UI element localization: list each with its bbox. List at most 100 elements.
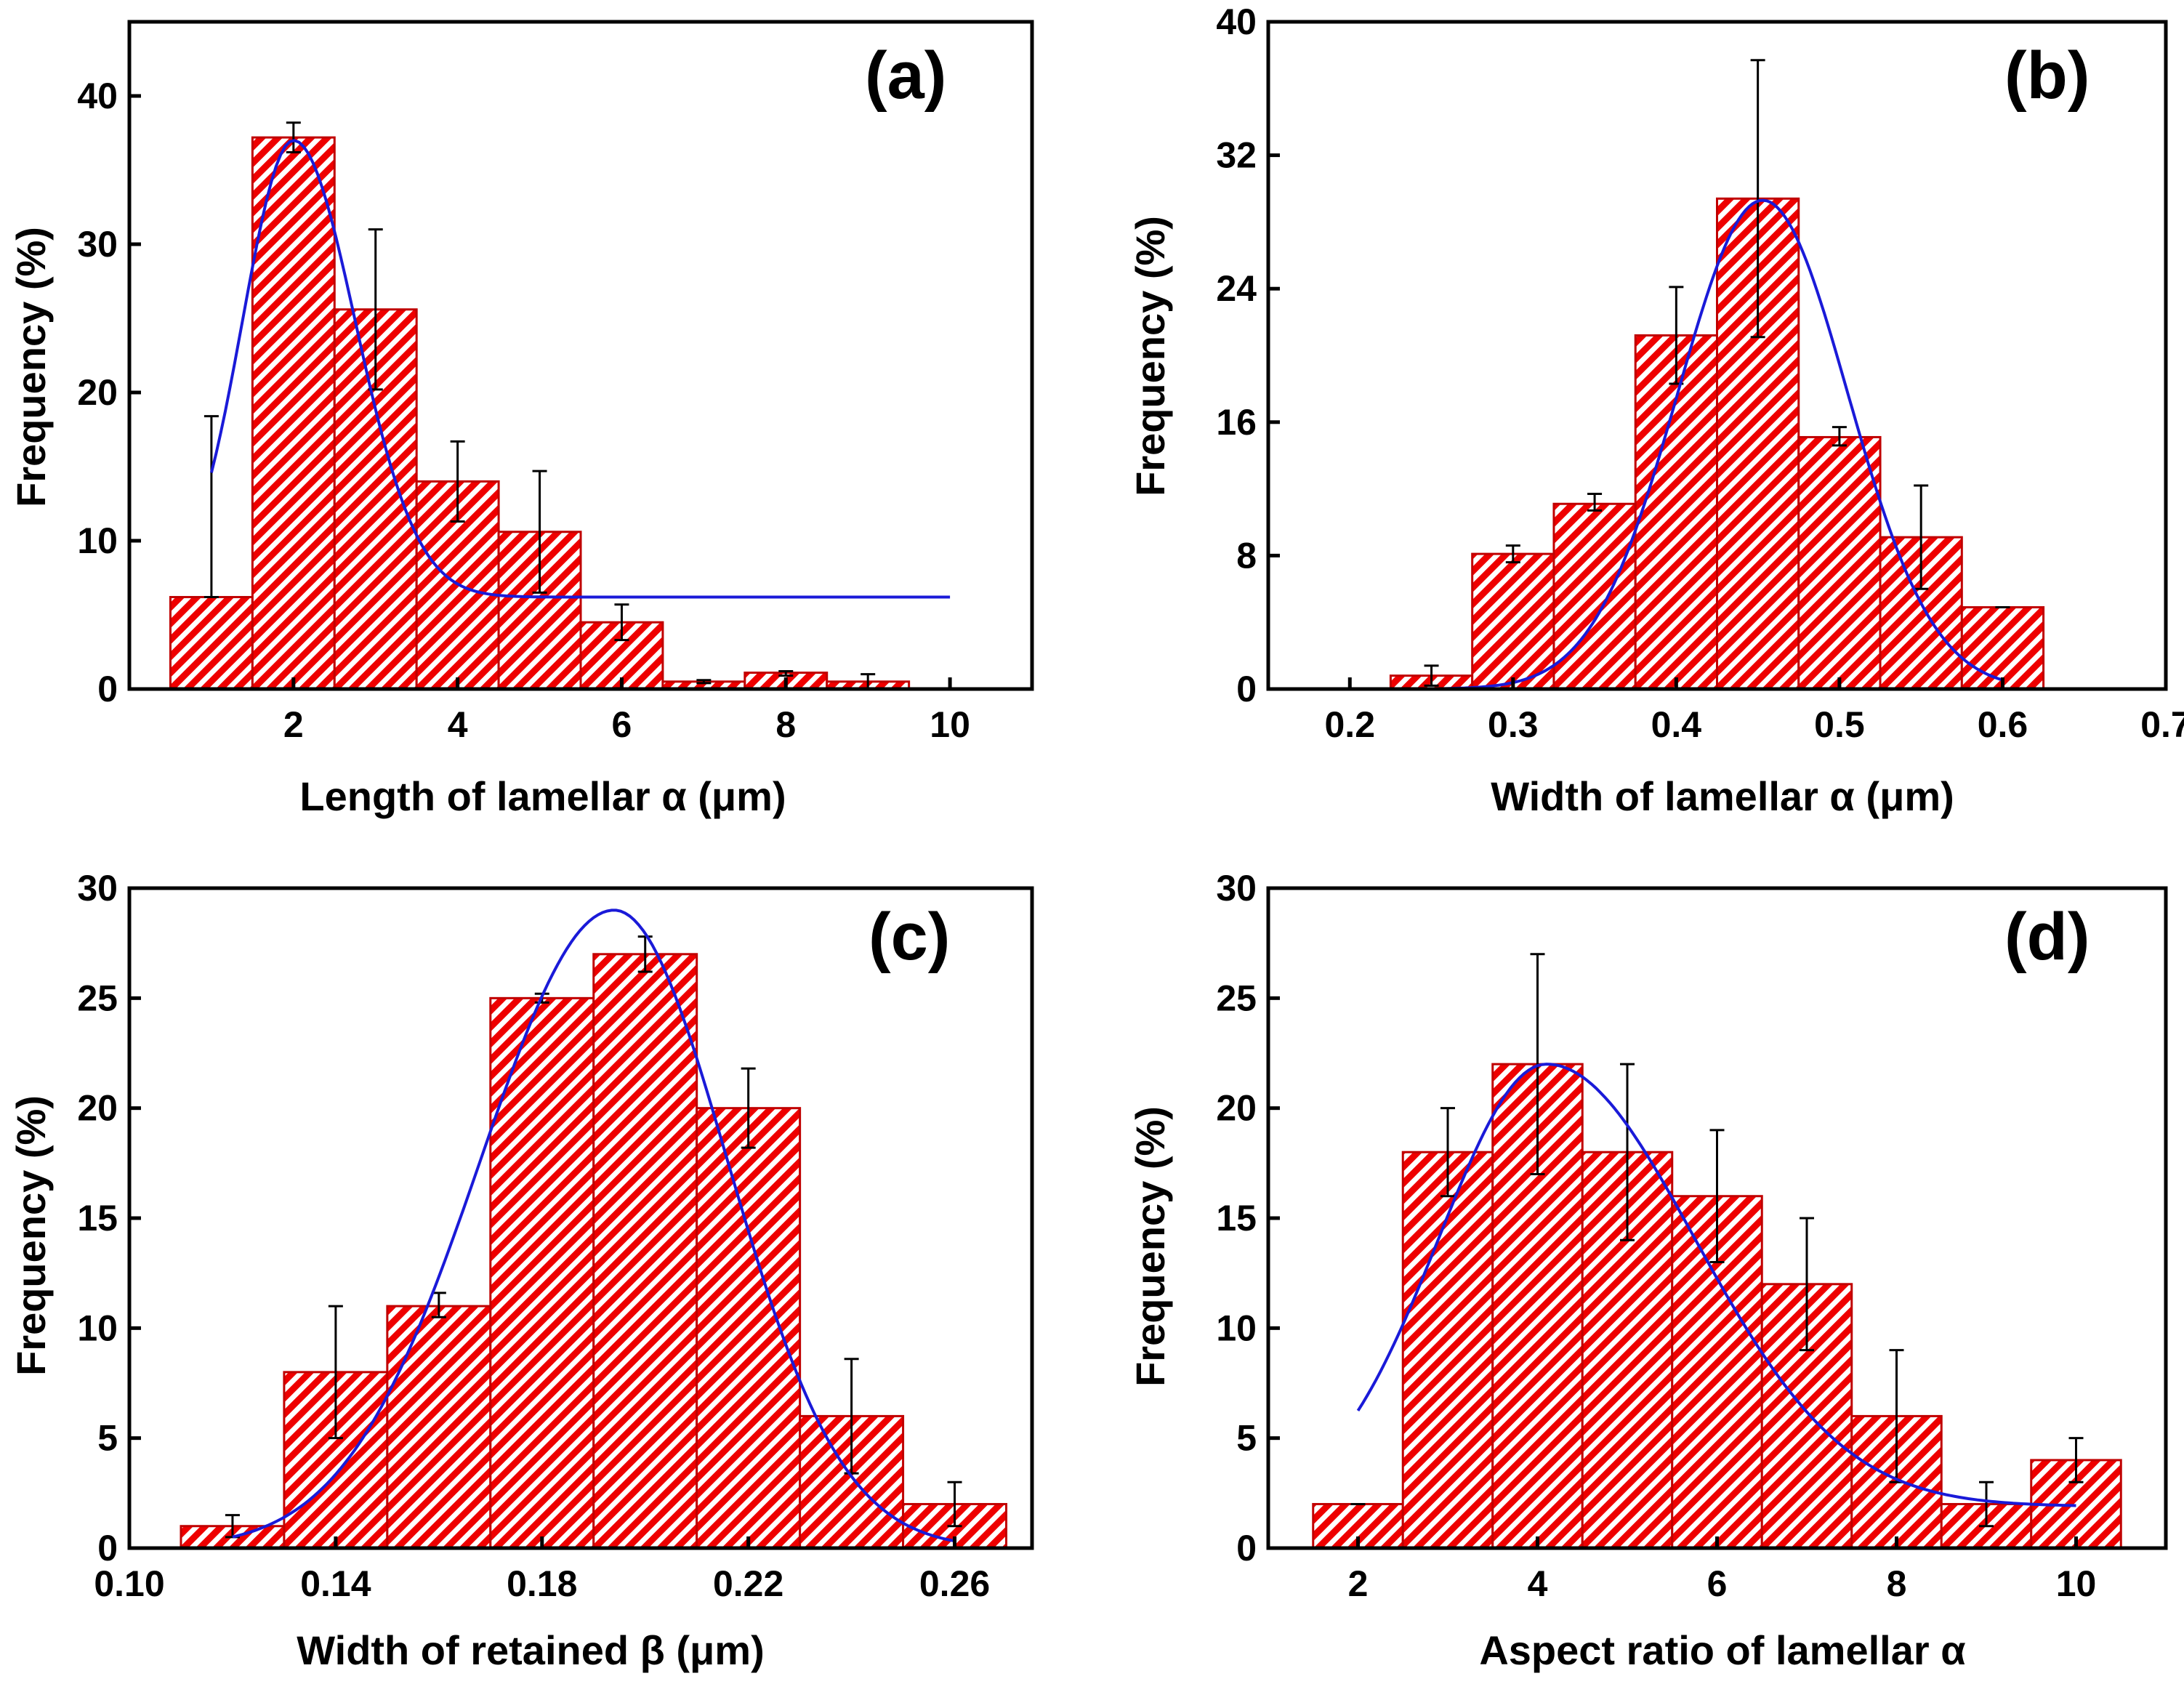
panel-a-x-tick-label: 8 xyxy=(775,704,796,745)
panel-d-y-tick-label: 25 xyxy=(1216,978,1257,1018)
panel-a-error-bar-6 xyxy=(614,603,629,642)
panel-b-bar-6 xyxy=(1797,435,1882,690)
panel-b-y-tick-label: 24 xyxy=(1216,268,1257,309)
panel-d-x-tick-label: 8 xyxy=(1887,1563,1907,1604)
panel-b-error-bar-5 xyxy=(1750,59,1765,339)
panel-d-y-tick-label: 10 xyxy=(1216,1308,1257,1348)
panel-c-y-tick-label: 25 xyxy=(77,978,118,1018)
panel-d-fit-curve xyxy=(1356,1063,2076,1507)
panel-d-y-tick-label: 30 xyxy=(1216,868,1257,909)
panel-c-error-bar-7 xyxy=(844,1358,859,1475)
panel-c-y-tick-label: 10 xyxy=(77,1308,118,1348)
panel-c-bar-3 xyxy=(386,1305,492,1550)
panel-a-y-tick-label: 40 xyxy=(77,76,118,116)
panel-c-bars xyxy=(180,953,1008,1550)
panel-b-error-bar-7 xyxy=(1914,484,1929,590)
panel-c-x-tick-label: 0.26 xyxy=(919,1563,990,1604)
panel-b-x-tick-label: 0.2 xyxy=(1325,704,1376,745)
panel-b-x-tick-label: 0.5 xyxy=(1814,704,1865,745)
panel-b-x-ticks: 0.2 0.3 0.4 0.5 0.6 0.7 xyxy=(1325,677,2184,745)
panel-d-error-bar-2 xyxy=(1440,1107,1455,1198)
panel-a-bar-2 xyxy=(251,136,336,690)
panel-b-error-bar-6 xyxy=(1832,426,1847,447)
panel-d-x-tick-label: 4 xyxy=(1528,1563,1548,1604)
panel-d-y-tick-label: 0 xyxy=(1236,1528,1257,1568)
panel-b-y-ticks: 0 8 16 24 32 40 xyxy=(1216,1,1280,709)
panel-a-fit-curve xyxy=(209,139,951,599)
panel-d-x-axis-label: Aspect ratio of lamellar α xyxy=(1479,1627,1965,1673)
panel-b-x-tick-label: 0.7 xyxy=(2140,704,2184,745)
panel-d-x-ticks: 2 4 6 8 10 xyxy=(1348,1536,2097,1604)
panel-b: (b) Width of lamellar α (μm) Frequency (… xyxy=(1127,1,2184,819)
panel-c-bar-5 xyxy=(592,953,698,1550)
panel-c-bar-4 xyxy=(489,996,595,1550)
panel-c-x-tick-label: 0.18 xyxy=(507,1563,577,1604)
panel-d-x-tick-label: 6 xyxy=(1707,1563,1728,1604)
panel-b-bar-4 xyxy=(1634,334,1719,690)
panel-b-error-bar-2 xyxy=(1505,544,1520,564)
panel-d-error-bar-6 xyxy=(1800,1217,1814,1352)
panel-a-y-axis-label: Frequency (%) xyxy=(8,227,54,507)
panel-d-error-bar-9 xyxy=(2068,1437,2084,1483)
panel-c: (c) Width of retained β (μm) Frequency (… xyxy=(8,868,1034,1673)
panel-c-y-tick-label: 15 xyxy=(77,1198,118,1238)
panel-a-x-tick-label: 4 xyxy=(448,704,468,745)
panel-b-tag: (b) xyxy=(2004,39,2090,113)
panel-d: (d) Aspect ratio of lamellar α Frequency… xyxy=(1127,868,2168,1673)
panel-d-error-bar-3 xyxy=(1530,953,1545,1175)
panel-a-tag: (a) xyxy=(865,39,946,113)
panel-b-x-axis-label: Width of lamellar α (μm) xyxy=(1491,773,1954,819)
panel-a-x-ticks: 2 4 6 8 10 xyxy=(283,677,970,745)
panel-c-y-tick-label: 20 xyxy=(77,1088,118,1129)
panel-a-y-ticks: 0 10 20 30 40 xyxy=(77,76,141,709)
panel-a-error-bar-2 xyxy=(286,121,301,154)
panel-a-y-tick-label: 10 xyxy=(77,520,118,561)
panel-d-y-tick-label: 20 xyxy=(1216,1088,1257,1129)
panel-b-x-tick-label: 0.3 xyxy=(1488,704,1539,745)
panel-a-y-tick-label: 0 xyxy=(97,669,118,709)
panel-a-bar-1 xyxy=(169,596,254,690)
panel-c-error-bar-8 xyxy=(947,1480,962,1528)
panel-c-error-bars xyxy=(225,935,962,1539)
panel-b-axis-frame xyxy=(1266,20,2168,691)
panel-d-y-tick-label: 15 xyxy=(1216,1198,1257,1238)
panel-d-tag: (d) xyxy=(2004,900,2090,974)
panel-c-y-ticks: 0 5 10 15 20 25 30 xyxy=(77,868,141,1568)
panel-b-y-tick-label: 16 xyxy=(1216,402,1257,443)
panel-b-y-tick-label: 40 xyxy=(1216,1,1257,42)
panel-a-x-axis-label: Length of lamellar α (μm) xyxy=(299,773,786,819)
panel-d-y-axis-label: Frequency (%) xyxy=(1127,1106,1173,1387)
panel-a-bars xyxy=(169,136,911,690)
panel-c-x-axis-label: Width of retained β (μm) xyxy=(297,1627,764,1673)
panel-c-y-tick-label: 5 xyxy=(97,1418,118,1459)
panel-c-error-bar-2 xyxy=(328,1305,343,1440)
panel-a-axis-frame xyxy=(127,20,1034,691)
panel-c-error-bar-6 xyxy=(741,1067,756,1149)
panel-b-error-bar-1 xyxy=(1424,664,1439,687)
panel-b-fit-curve xyxy=(1431,198,2004,690)
panel-c-x-tick-label: 0.14 xyxy=(300,1563,371,1604)
panel-c-x-tick-label: 0.22 xyxy=(713,1563,783,1604)
panel-d-error-bar-8 xyxy=(1979,1480,1994,1528)
panel-a-x-tick-label: 6 xyxy=(612,704,632,745)
panel-a-x-tick-label: 2 xyxy=(283,704,304,745)
panel-c-x-ticks: 0.10 0.14 0.18 0.22 0.26 xyxy=(94,1536,990,1604)
panel-c-y-tick-label: 30 xyxy=(77,868,118,909)
panel-a: (a) Length of lamellar α (μm) Frequency … xyxy=(8,20,1034,819)
panel-d-y-tick-label: 5 xyxy=(1236,1418,1257,1459)
panel-b-y-tick-label: 8 xyxy=(1236,535,1257,576)
panel-a-error-bar-4 xyxy=(450,440,465,523)
panel-c-y-tick-label: 0 xyxy=(97,1528,118,1568)
panel-d-error-bars xyxy=(1350,953,2084,1528)
panel-d-x-tick-label: 10 xyxy=(2056,1563,2097,1604)
panel-b-error-bars xyxy=(1424,59,2010,687)
panel-a-error-bar-1 xyxy=(204,415,219,599)
panel-d-y-ticks: 0 5 10 15 20 25 30 xyxy=(1216,868,1280,1568)
panel-b-error-bar-3 xyxy=(1587,492,1603,512)
panel-c-y-axis-label: Frequency (%) xyxy=(8,1095,54,1376)
panel-a-error-bar-5 xyxy=(532,470,547,594)
panel-c-fit-curve xyxy=(232,909,955,1543)
panel-c-error-bar-5 xyxy=(637,935,653,973)
panel-d-bar-2 xyxy=(1401,1151,1494,1550)
